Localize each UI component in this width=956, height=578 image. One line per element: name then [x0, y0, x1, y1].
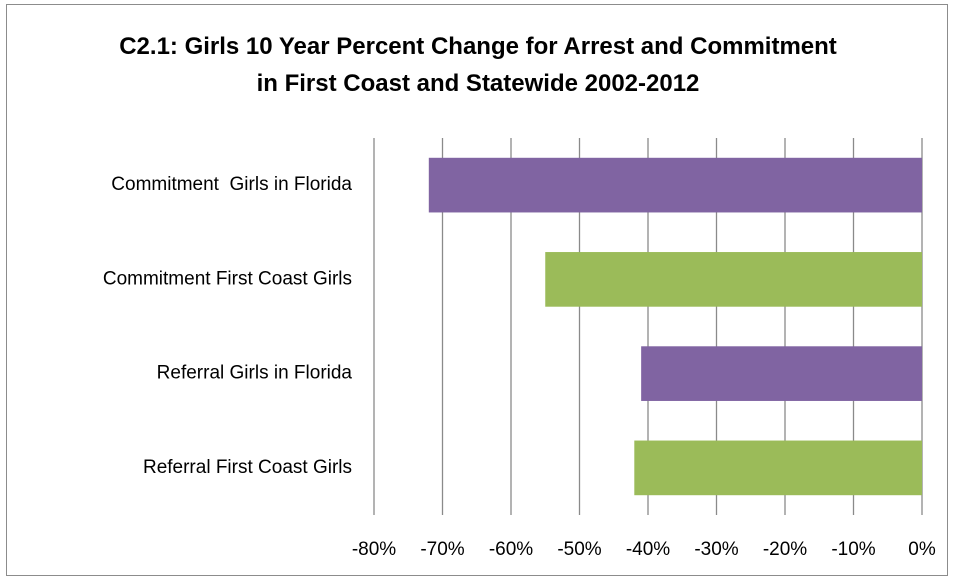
x-tick-label: -10% [831, 539, 875, 560]
x-tick-label: -30% [694, 539, 738, 560]
x-tick-label: -40% [626, 539, 670, 560]
x-tick-label: -60% [489, 539, 533, 560]
chart-frame [6, 4, 948, 576]
y-tick-label: Referral First Coast Girls [143, 457, 352, 478]
chart-title-box: C2.1: Girls 10 Year Percent Change for A… [0, 28, 956, 102]
x-tick-label: 0% [908, 539, 936, 560]
x-tick-label: -50% [557, 539, 601, 560]
y-tick-label: Commitment Girls in Florida [111, 174, 352, 195]
x-tick-label: -70% [420, 539, 464, 560]
x-tick-label: -80% [352, 539, 396, 560]
chart-title: C2.1: Girls 10 Year Percent Change for A… [119, 33, 837, 97]
bar [545, 252, 922, 307]
x-tick-label: -20% [763, 539, 807, 560]
y-tick-label: Referral Girls in Florida [157, 363, 353, 384]
bar [634, 440, 922, 496]
y-tick-label: Commitment First Coast Girls [103, 268, 352, 289]
bar [428, 157, 922, 213]
bar [641, 346, 922, 401]
